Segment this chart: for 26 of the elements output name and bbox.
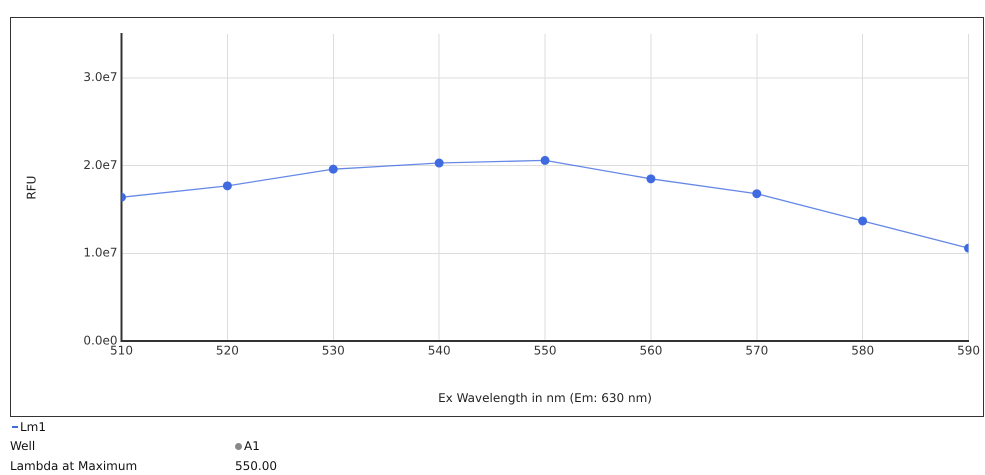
x-tick-label: 540: [428, 344, 451, 358]
x-axis-title: Ex Wavelength in nm (Em: 630 nm): [438, 390, 652, 405]
text: Well: [10, 439, 36, 453]
y-axis-title: RFU: [24, 176, 38, 200]
point: [646, 174, 656, 184]
point: [858, 216, 868, 226]
x-tick-label: 560: [639, 344, 662, 358]
point: [540, 156, 550, 165]
text: A1: [244, 439, 260, 453]
x-tick-label: 570: [745, 344, 768, 358]
x-tick-label: 550: [534, 344, 556, 358]
text: Lambda at Maximum: [10, 459, 138, 473]
x-tick-label: 580: [851, 344, 874, 358]
x-tick-label: 590: [957, 344, 980, 358]
legend-label: Lm1: [20, 420, 46, 434]
x-tick-label: 510: [110, 344, 133, 358]
y-tick-label: 2.0e7: [83, 158, 118, 172]
text: 550.00: [235, 459, 277, 473]
y-tick-label: 3.0e7: [83, 70, 118, 84]
x-tick-label: 530: [322, 344, 345, 358]
point: [328, 164, 338, 174]
x-tick-label: 520: [216, 344, 239, 358]
y-tick-label: 1.0e7: [83, 246, 118, 260]
point: [752, 189, 762, 198]
point: [434, 158, 444, 168]
point: [222, 181, 232, 190]
